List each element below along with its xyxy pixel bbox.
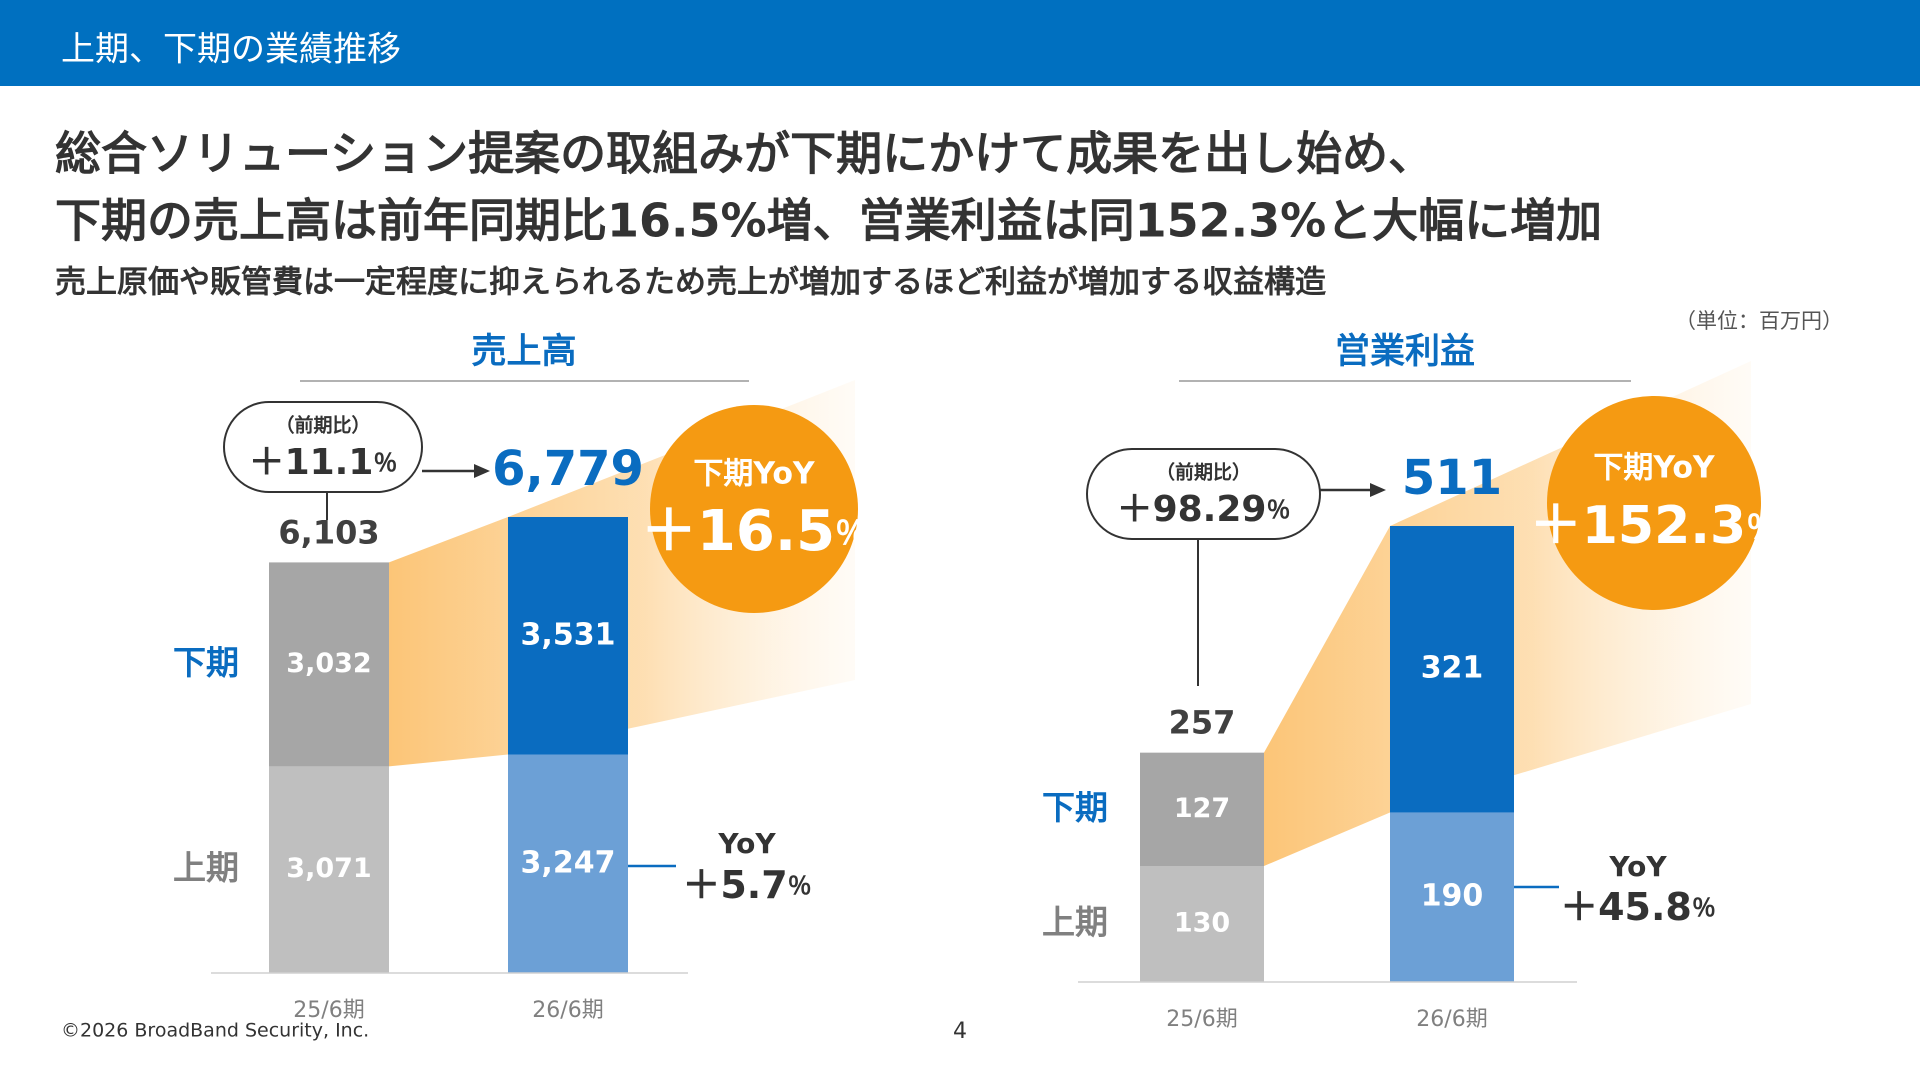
bar-segment [1390, 812, 1514, 982]
copyright: ©2026 BroadBand Security, Inc. [61, 1020, 369, 1042]
change-bubble [223, 401, 423, 493]
header-bar [0, 0, 1920, 86]
x-tick-label: 25/6期 [1166, 1007, 1237, 1032]
header-title: 上期、下期の業績推移 [61, 30, 401, 70]
page-number: 4 [953, 1019, 967, 1044]
chart-title: 営業利益 [1335, 332, 1475, 372]
total-label: 257 [1169, 704, 1236, 742]
series-label: 上期 [1042, 902, 1108, 941]
change-bubble [1086, 448, 1321, 540]
value-label: 3,071 [286, 853, 371, 884]
bar-segment [1140, 752, 1264, 866]
highlight-label: 下期YoY [693, 457, 816, 492]
total-label: 511 [1402, 450, 1502, 506]
change-value: ＋98.29％ [1117, 489, 1291, 530]
arrow-head [474, 464, 490, 478]
yoy-value: ＋45.8％ [1560, 885, 1716, 929]
value-label: 190 [1421, 879, 1484, 914]
bar-segment [508, 517, 628, 755]
total-label: 6,103 [278, 513, 379, 551]
value-label: 127 [1174, 793, 1230, 824]
change-value: ＋11.1％ [249, 442, 398, 483]
arrow-head [1370, 483, 1386, 497]
value-label: 130 [1174, 907, 1230, 938]
change-label: （前期比） [275, 414, 370, 437]
bar-segment [1140, 865, 1264, 982]
highlight-circle [1547, 396, 1761, 610]
yoy-label: YoY [1608, 850, 1667, 883]
highlight-label: 下期YoY [1593, 451, 1716, 486]
series-label: 上期 [173, 848, 239, 887]
series-label: 下期 [1042, 788, 1108, 827]
x-tick-label: 25/6期 [293, 998, 364, 1023]
headline: 下期の売上高は前年同期比16.5%増、営業利益は同152.3%と大幅に増加 [55, 194, 1602, 248]
highlight-value: ＋152.3％ [1530, 496, 1779, 556]
x-tick-label: 26/6期 [532, 998, 603, 1023]
chart-title: 売上高 [471, 332, 576, 372]
subheadline: 売上原価や販管費は一定程度に抑えられるため売上が増加するほど利益が増加する収益構… [55, 265, 1326, 301]
unit-note: （単位：百万円） [1675, 309, 1843, 333]
value-label: 3,247 [521, 845, 616, 880]
highlight-circle [650, 405, 858, 613]
yoy-label: YoY [717, 827, 776, 860]
total-label: 6,779 [492, 441, 644, 497]
bar-segment [269, 562, 389, 767]
highlight-value: ＋16.5％ [641, 499, 867, 564]
x-tick-label: 26/6期 [1416, 1007, 1487, 1032]
value-label: 3,032 [286, 648, 371, 679]
series-label: 下期 [173, 643, 239, 682]
value-label: 3,531 [521, 617, 616, 652]
bar-segment [269, 766, 389, 973]
change-label: （前期比） [1156, 461, 1251, 484]
bar-segment [1390, 526, 1514, 813]
value-label: 321 [1421, 651, 1484, 686]
yoy-value: ＋5.7％ [682, 863, 811, 907]
headline: 総合ソリューション提案の取組みが下期にかけて成果を出し始め、 [55, 127, 1434, 181]
bar-segment [508, 754, 628, 973]
